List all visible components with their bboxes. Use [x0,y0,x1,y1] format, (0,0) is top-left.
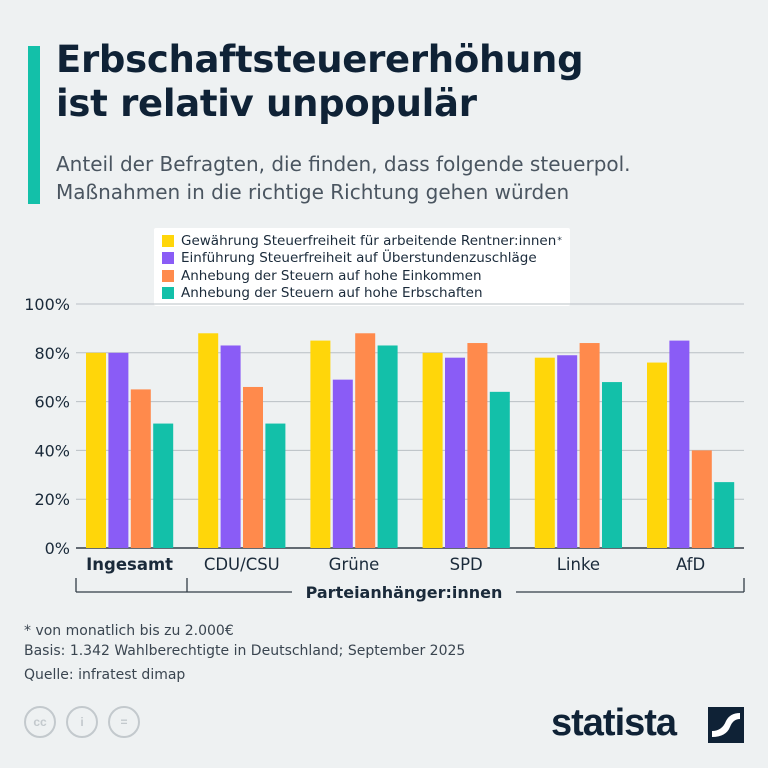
bar-cdu-csu-series-2 [243,386,263,548]
subtitle-line-2: Maßnahmen in die richtige Richtung gehen… [56,180,570,204]
legend-label: Einführung Steuerfreiheit auf Überstunde… [181,250,537,267]
legend-item-rentner: Gewährung Steuerfreiheit für arbeitende … [162,232,562,250]
bar-linke-series-3 [602,382,622,548]
bar-linke-series-0 [534,357,555,548]
group-label: Parteianhänger:innen [306,583,503,602]
bar-afd-series-3 [714,482,735,548]
footnote-source: Quelle: infratest dimap [24,667,186,683]
title-line-2: ist relativ unpopulär [56,82,477,125]
y-tick-label: 0% [45,539,70,558]
legend-item-ueberstunden: Einführung Steuerfreiheit auf Überstunde… [162,250,562,268]
category-label: CDU/CSU [204,555,280,574]
y-tick-label: 20% [34,490,70,509]
bar-afd-series-1 [669,340,690,548]
category-label: Linke [557,555,600,574]
accent-bar [28,46,40,204]
chart-subtitle: Anteil der Befragten, die finden, dass f… [56,150,631,206]
y-tick-label: 100% [24,295,70,314]
bar-spd-series-2 [467,343,488,548]
category-label: Grüne [329,555,380,574]
bar-ingesamt-series-3 [153,423,174,548]
legend-swatch [162,234,174,247]
bar-cdu-csu-series-3 [265,423,286,548]
legend-item-einkommen: Anhebung der Steuern auf hohe Einkommen [162,267,562,285]
legend-swatch [162,287,174,300]
group-bracket [186,578,745,593]
category-label: AfD [676,555,705,574]
bar-ingesamt-series-2 [130,389,151,548]
cc-icon[interactable]: cc [24,706,56,738]
legend-item-erbschaften: Anhebung der Steuern auf hohe Erbschafte… [162,285,562,303]
statista-logo-text[interactable]: statista [551,702,677,744]
bar-cdu-csu-series-0 [198,333,219,548]
legend-label: Anhebung der Steuern auf hohe Erbschafte… [181,285,483,302]
category-label: Ingesamt [86,555,173,574]
title-line-1: Erbschaftsteuererhöhung [56,38,584,81]
bar-ingesamt-series-0 [86,352,106,548]
statista-logo-icon[interactable] [708,707,744,743]
category-label: SPD [450,555,483,574]
bar-cdu-csu-series-1 [220,345,241,548]
bar-gr-ne-series-2 [355,333,376,548]
bar-afd-series-2 [691,450,712,548]
bar-afd-series-0 [647,362,667,548]
bar-spd-series-1 [445,357,465,548]
y-tick-label: 40% [34,441,70,460]
bar-linke-series-1 [557,355,578,548]
bar-linke-series-2 [579,343,600,548]
footnote-basis: Basis: 1.342 Wahlberechtigte in Deutschl… [24,643,466,659]
no-derivatives-icon[interactable]: = [108,706,140,738]
legend-label: Gewährung Steuerfreiheit für arbeitende … [181,232,557,249]
footnote-note: * von monatlich bis zu 2.000€ [24,623,234,639]
legend-footnote-marker: * [557,235,562,246]
bar-gr-ne-series-0 [310,340,331,548]
bar-ingesamt-series-1 [108,352,129,548]
attribution-icon[interactable]: i [66,706,98,738]
license-icons: cc i = [24,706,140,738]
chart-title: Erbschaftsteuererhöhung ist relativ unpo… [56,38,584,126]
bar-gr-ne-series-1 [332,379,353,548]
legend-swatch [162,269,174,282]
legend-label: Anhebung der Steuern auf hohe Einkommen [181,267,482,284]
bar-spd-series-3 [489,391,510,548]
y-tick-label: 80% [34,344,70,363]
y-tick-label: 60% [34,393,70,412]
chart-legend: Gewährung Steuerfreiheit für arbeitende … [154,228,570,306]
subtitle-line-1: Anteil der Befragten, die finden, dass f… [56,152,631,176]
legend-swatch [162,252,174,265]
bar-gr-ne-series-3 [377,345,398,548]
bar-spd-series-0 [422,352,443,548]
